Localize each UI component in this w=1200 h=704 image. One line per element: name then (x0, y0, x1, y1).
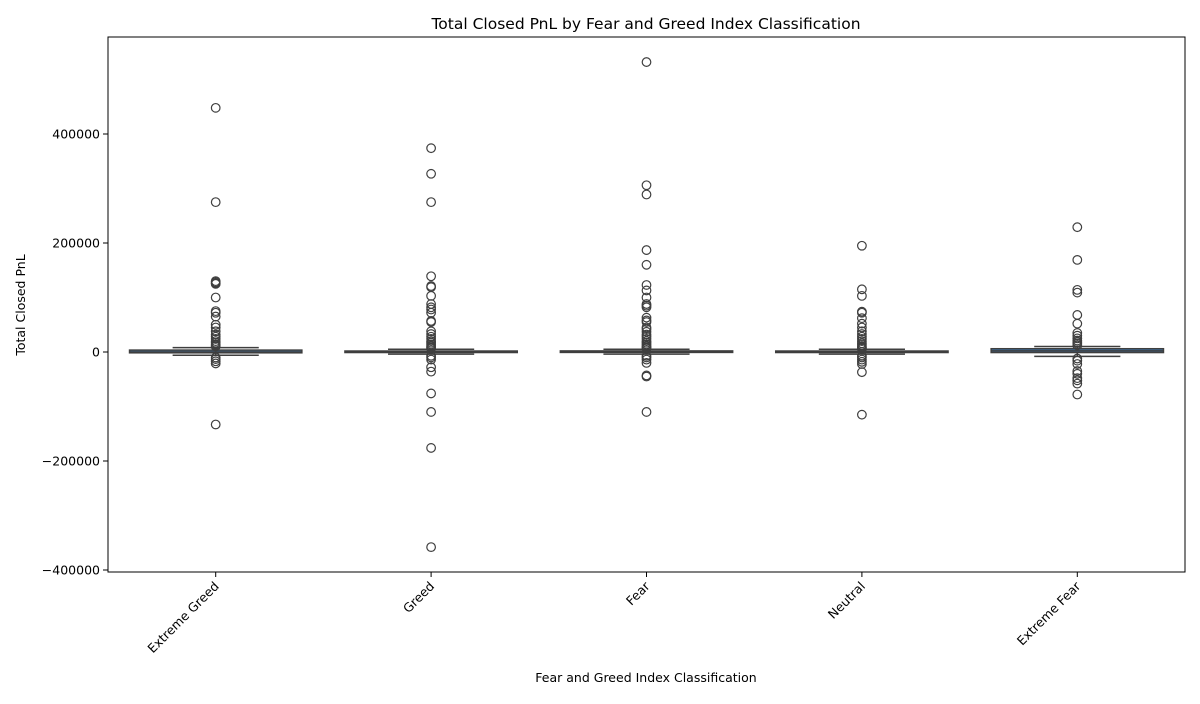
outlier-point (1072, 378, 1083, 389)
outlier-point (641, 180, 652, 191)
outlier-point (426, 304, 437, 315)
outlier-point (426, 366, 437, 377)
box-group (128, 102, 303, 430)
outlier-point (641, 371, 652, 382)
x-axis-label: Fear and Greed Index Classification (535, 670, 756, 685)
outlier-point (641, 317, 652, 327)
box-group (559, 57, 734, 417)
outlier-point (857, 284, 867, 295)
y-tick-label: −400000 (42, 563, 100, 578)
outlier-point (857, 322, 867, 333)
outlier-point (210, 307, 221, 318)
outlier-point (426, 362, 437, 373)
outlier-point (426, 388, 437, 399)
outlier-point (426, 168, 437, 179)
outlier-point (426, 407, 437, 417)
outlier-point (210, 322, 221, 333)
outlier-point (1072, 284, 1083, 295)
outlier-point (210, 358, 221, 369)
x-axis: Extreme Greed Greed Fear Neutral Extreme Fea… (144, 572, 1084, 656)
outlier-point (210, 341, 221, 352)
outlier-point (857, 318, 867, 329)
outlier-point (641, 407, 652, 417)
outlier-point (426, 443, 437, 453)
outlier-point (1072, 375, 1083, 386)
outlier-point (1072, 328, 1083, 338)
outlier-point (1072, 389, 1083, 400)
y-axis-label: Total Closed PnL (13, 254, 28, 356)
outlier-point (1072, 318, 1083, 329)
chart-title: Total Closed PnL by Fear and Greed Index… (430, 15, 860, 33)
boxes-layer (128, 57, 1165, 553)
outlier-point (641, 343, 652, 354)
outlier-point (641, 259, 652, 270)
outlier-point (1072, 222, 1083, 233)
outlier-point (1072, 254, 1083, 265)
outlier-point (857, 290, 867, 301)
outlier-point (210, 326, 221, 337)
outlier-point (1072, 359, 1083, 369)
x-tick-label: Extreme Fear (1014, 578, 1084, 648)
plot-area (107, 36, 1186, 573)
outlier-point (857, 240, 867, 251)
outlier-point (426, 343, 437, 354)
outlier-point (641, 285, 652, 296)
outlier-point (641, 312, 652, 323)
outlier-point (1072, 366, 1083, 376)
outlier-point (1072, 355, 1083, 366)
box-group (774, 240, 949, 420)
outlier-point (641, 280, 652, 290)
outlier-point (857, 367, 867, 378)
outlier-point (641, 302, 652, 313)
outlier-point (1072, 287, 1083, 298)
outlier-point (210, 292, 221, 303)
y-axis: −400000 −200000 0 200000 400000 (42, 127, 108, 578)
x-tick-label: Extreme Greed (144, 579, 221, 656)
y-tick-label: 0 (92, 345, 100, 360)
outlier-point (857, 307, 867, 318)
outlier-point (210, 197, 221, 208)
outlier-point (857, 329, 867, 339)
outlier-point (857, 409, 867, 420)
outlier-point (641, 57, 652, 67)
outlier-point (426, 290, 437, 301)
outlier-point (641, 324, 652, 335)
y-tick-label: 200000 (52, 236, 100, 251)
outlier-point (210, 278, 221, 289)
outlier-point (857, 313, 867, 324)
outlier-point (426, 197, 437, 208)
outlier-point (641, 358, 652, 368)
outlier-point (210, 319, 221, 330)
outlier-point (426, 542, 437, 553)
outlier-point (641, 245, 652, 255)
outlier-point (426, 326, 437, 337)
outlier-point (1072, 340, 1083, 351)
box-group (344, 143, 519, 553)
outlier-point (210, 102, 221, 113)
x-tick-label: Neutral (825, 579, 868, 622)
outlier-point (857, 326, 867, 337)
outlier-point (1072, 310, 1083, 320)
outlier-point (426, 317, 437, 327)
outlier-point (1072, 368, 1083, 379)
outlier-point (426, 354, 437, 365)
outlier-point (210, 419, 221, 430)
y-tick-label: 400000 (52, 127, 100, 142)
x-tick-label: Greed (400, 579, 437, 616)
outlier-point (641, 189, 652, 200)
x-tick-label: Fear (623, 578, 653, 608)
box-group (990, 222, 1165, 400)
y-tick-label: −200000 (42, 454, 100, 469)
outlier-point (641, 326, 652, 337)
outlier-point (641, 354, 652, 365)
outlier-point (426, 271, 437, 282)
outlier-point (426, 143, 437, 154)
